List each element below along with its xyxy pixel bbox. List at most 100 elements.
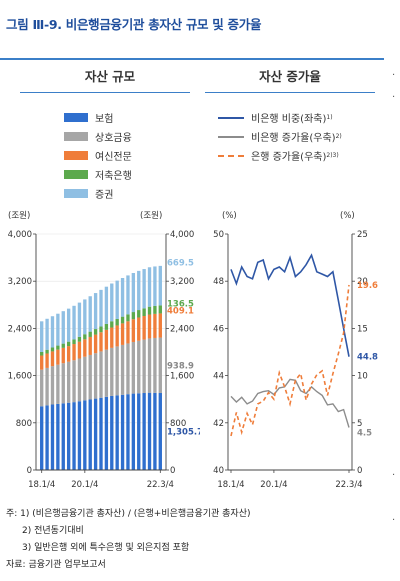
- data-end-label: 19.6: [357, 281, 378, 291]
- bar-segment: [131, 341, 136, 394]
- bar-segment: [126, 343, 130, 395]
- legend-label: 증권: [95, 190, 114, 201]
- x-tick-label: 18.1/4: [28, 480, 55, 490]
- left-panel-underline: [20, 92, 190, 93]
- bar-segment: [61, 403, 65, 470]
- note-2: 2) 전년동기대비: [22, 526, 84, 536]
- bar-segment: [88, 331, 92, 337]
- bar-segment: [115, 395, 119, 470]
- legend-item-insurance: 보험: [64, 108, 132, 127]
- data-end-label: 4.5: [357, 429, 372, 439]
- edge-mark: ·: [392, 470, 396, 481]
- bar-segment: [131, 393, 136, 470]
- legend-label: 보험: [95, 114, 114, 125]
- y-tick-label-right: 15: [357, 324, 368, 334]
- y-tick-label-left: 0: [27, 466, 32, 476]
- bar-segment: [99, 397, 103, 470]
- bar-segment: [142, 393, 146, 470]
- bar-segment: [83, 400, 87, 470]
- legend-sup: 1): [326, 114, 333, 121]
- bar-segment: [66, 402, 71, 470]
- legend-item-bank-growth: 은행 증가율(우축) 2)3): [218, 146, 342, 165]
- bar-segment: [88, 354, 92, 400]
- bar-segment: [115, 318, 119, 326]
- bar-segment: [137, 317, 141, 341]
- bar-segment: [99, 326, 103, 333]
- bar-segment: [72, 360, 76, 403]
- asset-growth-line-chart: (%) (%) 40 0 42 5 44 10 46 15 48 20 50 25 18.1/4 20.1…: [213, 211, 378, 490]
- bar-segment: [56, 349, 60, 365]
- bar-segment: [104, 286, 109, 324]
- series-line: [230, 284, 350, 437]
- bar-segment: [147, 314, 152, 339]
- y-tick-label-left: 2,400: [8, 324, 32, 334]
- bar-segment: [66, 346, 71, 362]
- data-end-label: 44.8: [357, 353, 378, 363]
- legend-swatch: [64, 132, 88, 141]
- bar-segment: [66, 308, 71, 342]
- legend-swatch: [64, 113, 88, 122]
- bar-segment: [137, 393, 141, 470]
- right-unit-label: (%): [340, 211, 355, 221]
- bar-segment: [158, 313, 162, 338]
- bar-segment: [40, 352, 44, 356]
- bar-segment: [120, 323, 125, 345]
- y-tick-label-left: 4,000: [8, 230, 32, 240]
- bar-segment: [142, 339, 146, 394]
- bar-segment: [93, 293, 98, 330]
- y-tick-label-left: 46: [213, 324, 224, 334]
- figure-title: 그림 Ⅲ-9. 비은행금융기관 총자산 규모 및 증가율: [6, 17, 262, 32]
- left-unit-label: (%): [222, 211, 237, 221]
- left-panel-title: 자산 규모: [84, 69, 136, 84]
- data-end-label: 409.1: [167, 307, 194, 317]
- bar-segment: [153, 337, 157, 393]
- legend-swatch: [64, 151, 88, 160]
- bar-segment: [83, 339, 87, 357]
- legend-sup: 2)3): [326, 152, 339, 159]
- left-unit-label: (조원): [8, 211, 30, 221]
- legend-label: 상호금융: [95, 133, 132, 144]
- bar-segment: [104, 323, 109, 330]
- bar-segment: [158, 265, 162, 306]
- legend-label: 비은행 비중(좌축): [251, 114, 327, 125]
- y-tick-label-left: 3,200: [8, 277, 32, 287]
- bar-segment: [45, 318, 49, 350]
- bar-segment: [40, 406, 44, 470]
- bar-segment: [110, 321, 114, 328]
- bar-segment: [120, 278, 125, 317]
- bar-segment: [120, 394, 125, 470]
- bar-segment: [40, 355, 44, 370]
- bar-segment: [158, 392, 162, 470]
- bar-legend: 보험 상호금융 여신전문 저축은행 증권: [64, 108, 132, 203]
- data-end-label: 136.5: [167, 300, 194, 310]
- bar-segment: [83, 334, 87, 340]
- bar-segment: [72, 339, 76, 345]
- bar-segment: [153, 266, 157, 306]
- bar-segment: [45, 353, 49, 368]
- y-tick-label-left: 42: [213, 419, 224, 429]
- legend-line: [218, 116, 244, 119]
- bar-segment: [147, 306, 152, 315]
- bar-segment: [115, 346, 119, 396]
- bar-segment: [110, 327, 114, 348]
- y-tick-label-right: 1,600: [170, 372, 194, 382]
- bar-segment: [137, 340, 141, 394]
- y-tick-label-right: 10: [357, 372, 368, 382]
- bar-segment: [115, 280, 119, 319]
- data-end-label: 1,305.7: [167, 427, 200, 437]
- bar-segment: [104, 349, 109, 397]
- bar-segment: [153, 392, 157, 470]
- y-tick-label-right: 25: [357, 230, 368, 240]
- bar-segment: [77, 341, 82, 359]
- series-line: [230, 253, 350, 357]
- right-panel-underline: [205, 92, 375, 93]
- bar-segment: [83, 356, 87, 401]
- bar-segment: [93, 398, 98, 470]
- y-tick-label-left: 48: [213, 277, 224, 287]
- bar-segment: [93, 334, 98, 354]
- x-tick-label: 22.3/4: [335, 480, 362, 490]
- bar-segment: [147, 392, 152, 470]
- bar-segment: [66, 361, 71, 403]
- bar-segment: [77, 336, 82, 342]
- bar-segment: [115, 325, 119, 347]
